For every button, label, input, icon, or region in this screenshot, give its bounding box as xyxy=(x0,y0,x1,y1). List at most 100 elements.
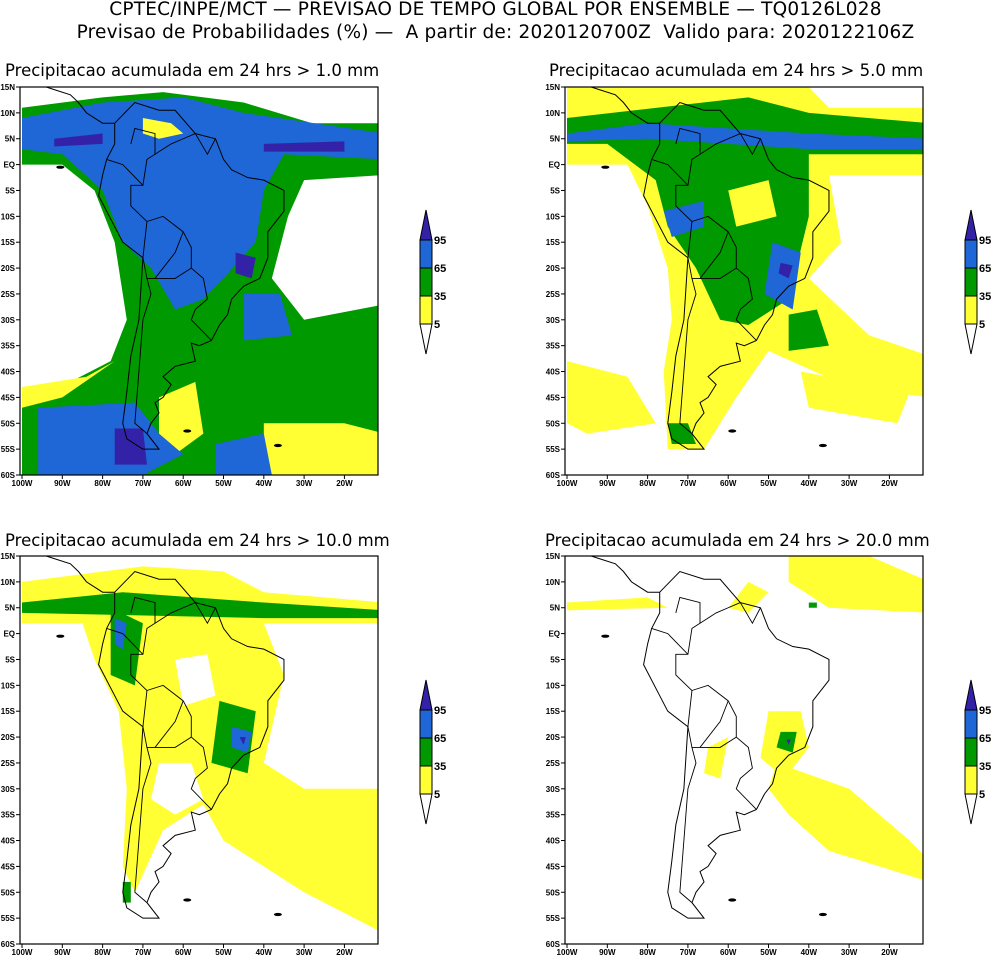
prob-5-35-area xyxy=(263,423,378,475)
lat-tick-label: 55S xyxy=(546,914,561,923)
lat-tick-label: 20S xyxy=(546,733,561,742)
lat-tick-label: 25S xyxy=(1,290,16,299)
prob-5-35-area xyxy=(159,381,204,455)
prob-above-95-area xyxy=(786,739,791,745)
lat-tick-label: 40S xyxy=(1,368,16,377)
legend-label: 95 xyxy=(979,705,991,717)
island xyxy=(183,429,192,433)
lat-tick-label: 45S xyxy=(1,393,16,402)
lon-tick-label: 40W xyxy=(256,479,273,488)
prob-below-5-area xyxy=(251,556,378,582)
lon-tick-label: 100W xyxy=(557,948,578,957)
header-line-2: Previsao de Probabilidades (%) — A parti… xyxy=(76,22,915,43)
lon-tick-label: 70W xyxy=(135,479,152,488)
lat-tick-label: 15N xyxy=(0,83,15,92)
lon-tick-label: 20W xyxy=(881,948,898,957)
lat-tick-label: 15S xyxy=(1,238,16,247)
lat-tick-label: 5N xyxy=(550,604,560,613)
lat-tick-label: 40S xyxy=(546,368,561,377)
plot-frame xyxy=(19,555,379,945)
lat-tick-label: 5S xyxy=(550,186,560,195)
country-border xyxy=(106,627,144,655)
colorbar-legend-10mm: 95 65 35 5 xyxy=(419,679,446,825)
prob-65-95-area xyxy=(243,293,293,341)
country-border xyxy=(739,602,761,625)
island xyxy=(183,898,192,902)
country-border xyxy=(146,684,212,810)
lat-tick-label: 55S xyxy=(1,914,16,923)
lat-tick-label: 50S xyxy=(1,419,16,428)
country-border xyxy=(651,158,689,186)
country-border xyxy=(142,231,184,279)
lon-tick-label: 70W xyxy=(680,479,697,488)
lon-tick-label: 20W xyxy=(881,479,898,488)
lat-tick-label: 30S xyxy=(1,785,16,794)
lat-tick-label: 15S xyxy=(546,707,561,716)
prob-below-5-area xyxy=(22,169,107,320)
legend-below-5-triangle xyxy=(419,793,433,825)
legend-5-35-box xyxy=(964,765,978,795)
prob-5-35-area xyxy=(567,361,656,434)
prob-above-95-area xyxy=(263,141,345,152)
lon-tick-label: 40W xyxy=(801,479,818,488)
country-border xyxy=(134,747,152,903)
lon-tick-label: 30W xyxy=(841,948,858,957)
lat-tick-label: EQ xyxy=(548,161,560,170)
panel-title-1mm: Precipitacao acumulada em 24 hrs > 1.0 m… xyxy=(5,61,380,80)
island xyxy=(56,165,65,169)
prob-35-65-area xyxy=(776,731,797,753)
lat-tick-label: 35S xyxy=(546,811,561,820)
prob-above-95-area xyxy=(239,737,246,745)
prob-below-5-area xyxy=(247,87,378,108)
plot-frame xyxy=(19,86,379,476)
prob-above-95-area xyxy=(54,133,103,147)
legend-5-35-box xyxy=(419,765,433,795)
lat-tick-label: 55S xyxy=(1,445,16,454)
legend-label: 35 xyxy=(979,291,991,303)
prob-65-95-area xyxy=(567,123,923,150)
map-panel-5mm: 15N 10N 5N EQ 5S 10S 15S 20S 25S 30S 35S 40S 45S 50S 5… xyxy=(545,83,924,488)
plot-frame xyxy=(564,555,924,945)
country-border xyxy=(155,736,192,748)
lon-tick-label: 20W xyxy=(336,948,353,957)
lon-tick-label: 80W xyxy=(639,479,656,488)
lat-tick-label: 60S xyxy=(546,471,561,480)
lon-tick-label: 30W xyxy=(841,479,858,488)
panel-title-20mm: Precipitacao acumulada em 24 hrs > 20.0 … xyxy=(545,531,930,550)
plot-background xyxy=(565,556,923,944)
lon-tick-label: 60W xyxy=(175,948,192,957)
lat-tick-label: EQ xyxy=(3,161,15,170)
lat-tick-label: 50S xyxy=(546,888,561,897)
prob-35-65-area xyxy=(788,309,829,351)
lat-tick-label: 10S xyxy=(546,212,561,221)
prob-above-95-area xyxy=(778,262,793,279)
lat-tick-label: 5N xyxy=(5,135,15,144)
legend-label: 35 xyxy=(979,761,991,773)
lon-tick-label: 60W xyxy=(720,479,737,488)
legend-35-65-box xyxy=(419,267,433,297)
lon-tick-label: 40W xyxy=(801,948,818,957)
lat-tick-label: 25S xyxy=(546,759,561,768)
lon-tick-label: 100W xyxy=(12,479,33,488)
prob-5-35-area xyxy=(728,180,777,227)
legend-label: 5 xyxy=(434,319,440,331)
map-panel-10mm: 15N 10N 5N EQ 5S 10S 15S 20S 25S 30S 35S 40S 45S 50S 5… xyxy=(0,552,379,957)
lon-tick-label: 90W xyxy=(599,948,616,957)
island xyxy=(728,429,737,433)
prob-5-35-area xyxy=(567,597,668,611)
island xyxy=(273,443,282,448)
legend-above-95-triangle xyxy=(419,679,433,711)
legend-65-95-box xyxy=(964,709,978,739)
island xyxy=(818,443,827,448)
country-border xyxy=(130,133,196,258)
country-border xyxy=(679,747,697,903)
country-border xyxy=(651,627,689,655)
lat-tick-label: EQ xyxy=(3,630,15,639)
colorbar-legend-1mm: 95 65 35 5 xyxy=(419,209,446,355)
probability-fields xyxy=(567,87,923,450)
lat-tick-label: 35S xyxy=(1,811,16,820)
lat-tick-label: 35S xyxy=(1,342,16,351)
lon-tick-label: 60W xyxy=(720,948,737,957)
lat-tick-label: 5S xyxy=(5,655,15,664)
